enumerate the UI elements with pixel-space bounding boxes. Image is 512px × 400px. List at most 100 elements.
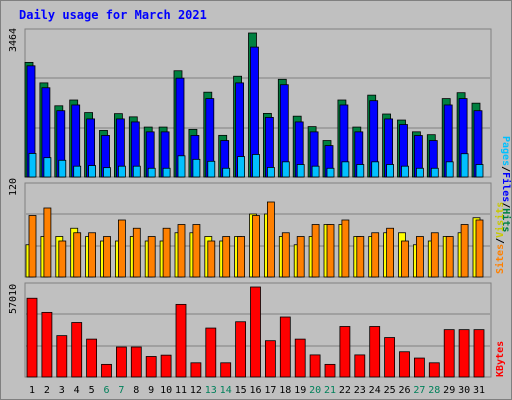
x-tick-label: 27 — [413, 385, 425, 396]
sites-bar — [162, 227, 171, 278]
x-tick-label: 24 — [369, 385, 381, 396]
x-tick-label: 3 — [59, 385, 65, 396]
sites-bar — [147, 236, 156, 278]
pages-bar — [132, 165, 141, 178]
pages-bar — [356, 164, 365, 178]
kbytes-bar — [473, 329, 485, 378]
legend-kbytes: KBytes — [495, 341, 506, 377]
kbytes-bar — [264, 340, 276, 378]
x-tick-label: 23 — [354, 385, 366, 396]
x-tick-label: 1 — [29, 385, 35, 396]
x-tick-label: 17 — [264, 385, 276, 396]
x-tick-label: 10 — [160, 385, 172, 396]
kbytes-bar — [235, 321, 247, 378]
pages-bar — [222, 167, 231, 178]
sites-bar — [371, 232, 380, 278]
middle-ymax-label: 120 — [8, 178, 19, 196]
kbytes-bar — [116, 346, 127, 378]
pages-bar — [445, 161, 454, 178]
pages-bar — [371, 161, 380, 178]
legend-pages: Pages — [500, 136, 511, 166]
sites-bar — [401, 240, 409, 278]
x-tick-label: 6 — [103, 385, 109, 396]
kbytes-bar — [175, 303, 187, 378]
sites-bar — [207, 240, 216, 278]
kbytes-bar — [190, 362, 202, 378]
pages-bar — [28, 153, 37, 178]
kbytes-bar — [458, 329, 470, 378]
legend-hits: Hits — [500, 208, 512, 232]
sites-bar — [73, 232, 82, 278]
pages-bar — [192, 158, 201, 178]
sites-bar — [252, 215, 260, 278]
x-tick-label: 14 — [220, 385, 232, 396]
sites-bar — [266, 201, 275, 278]
pages-bar — [88, 165, 96, 178]
chart-title: Daily usage for March 2021 — [19, 8, 207, 22]
sites-bar — [192, 224, 201, 278]
x-tick-label: 4 — [74, 385, 80, 396]
x-tick-label: 30 — [458, 385, 470, 396]
pages-bar — [266, 167, 275, 178]
legend-sep: / — [495, 238, 506, 244]
pages-bar — [177, 155, 186, 178]
pages-bar — [252, 154, 260, 178]
bottom-ymax-label: 57010 — [8, 284, 19, 314]
kbytes-bar — [130, 346, 142, 378]
legend-files: Files — [500, 172, 512, 202]
kbytes-bar — [399, 351, 410, 378]
sites-bar — [460, 224, 469, 278]
kbytes-bar — [428, 362, 440, 378]
x-tick-label: 12 — [190, 385, 202, 396]
pages-bar — [401, 165, 409, 178]
kbytes-bar — [354, 354, 366, 378]
sites-bar — [177, 224, 186, 278]
kbytes-bar — [145, 356, 157, 378]
sites-bar — [311, 224, 320, 278]
pages-bar — [460, 153, 469, 178]
x-tick-label: 29 — [443, 385, 455, 396]
pages-bar — [73, 165, 82, 178]
kbytes-bar — [384, 337, 396, 378]
pages-bar — [103, 167, 111, 178]
pages-bar — [147, 167, 156, 178]
top-right-legend: Pages/Files/Hits — [500, 136, 512, 232]
kbytes-bar — [71, 322, 83, 378]
sites-bar — [356, 236, 365, 278]
legend-sites: Sites — [494, 244, 506, 274]
x-tick-label: 25 — [384, 385, 396, 396]
x-tick-label: 8 — [133, 385, 139, 396]
kbytes-bar — [413, 357, 425, 378]
sites-bar — [445, 236, 454, 278]
sites-bar — [281, 232, 290, 278]
x-tick-label: 16 — [249, 385, 261, 396]
x-tick-label: 9 — [148, 385, 154, 396]
kbytes-bar — [369, 326, 381, 378]
kbytes-bar — [443, 329, 455, 378]
sites-bar — [430, 232, 439, 278]
x-tick-label: 13 — [205, 385, 217, 396]
sites-bar — [222, 236, 231, 278]
x-tick-label: 11 — [175, 385, 187, 396]
middle-right-legend: Sites/Visits — [494, 202, 506, 274]
sites-bar — [296, 236, 305, 278]
kbytes-bar — [41, 311, 53, 378]
top-ymax-label: 3464 — [8, 28, 19, 52]
sites-bar — [132, 227, 141, 278]
sites-bar — [28, 215, 37, 278]
kbytes-bar — [309, 354, 321, 378]
kbytes-bar — [56, 335, 68, 378]
x-tick-label: 22 — [339, 385, 351, 396]
pages-bar — [296, 164, 305, 178]
kbytes-bar — [250, 286, 261, 378]
pages-bar — [415, 167, 424, 178]
sites-bar — [237, 236, 246, 278]
x-tick-label: 21 — [324, 385, 336, 396]
kbytes-bar — [294, 338, 306, 378]
sites-bar — [386, 227, 395, 278]
kbytes-bar — [160, 354, 172, 378]
x-tick-label: 5 — [89, 385, 95, 396]
sites-bar — [326, 224, 335, 278]
sites-bar — [88, 232, 96, 278]
